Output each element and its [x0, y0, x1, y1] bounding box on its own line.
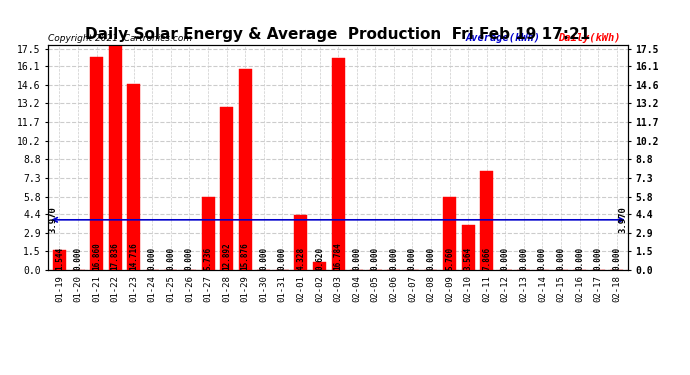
Text: 0.000: 0.000 — [166, 247, 175, 270]
Text: 3.970: 3.970 — [49, 206, 58, 233]
Text: 15.876: 15.876 — [241, 242, 250, 270]
Bar — [53, 251, 66, 270]
Text: 12.892: 12.892 — [222, 242, 231, 270]
Bar — [239, 69, 252, 270]
Bar — [462, 225, 475, 270]
Text: 1.544: 1.544 — [55, 247, 64, 270]
Text: 0.000: 0.000 — [278, 247, 287, 270]
Bar — [220, 107, 233, 270]
Bar — [109, 45, 121, 270]
Text: 0.620: 0.620 — [315, 247, 324, 270]
Text: 0.000: 0.000 — [520, 247, 529, 270]
Text: 0.000: 0.000 — [185, 247, 194, 270]
Text: Average(kWh): Average(kWh) — [466, 33, 540, 43]
Text: 0.000: 0.000 — [389, 247, 398, 270]
Text: 0.000: 0.000 — [371, 247, 380, 270]
Text: 3.970: 3.970 — [618, 206, 627, 233]
Text: 0.000: 0.000 — [352, 247, 361, 270]
Text: Copyright 2021  Cartronics.com: Copyright 2021 Cartronics.com — [48, 34, 193, 43]
Text: 0.000: 0.000 — [74, 247, 83, 270]
Text: 0.000: 0.000 — [259, 247, 268, 270]
Text: 0.000: 0.000 — [557, 247, 566, 270]
Text: 14.716: 14.716 — [129, 242, 138, 270]
Text: 0.000: 0.000 — [148, 247, 157, 270]
Bar — [90, 57, 103, 270]
Text: 0.000: 0.000 — [593, 247, 602, 270]
Text: 0.000: 0.000 — [612, 247, 621, 270]
Text: 5.736: 5.736 — [204, 247, 213, 270]
Text: 0.000: 0.000 — [575, 247, 584, 270]
Bar — [201, 198, 215, 270]
Text: Daily(kWh): Daily(kWh) — [558, 33, 621, 43]
Text: 0.000: 0.000 — [538, 247, 547, 270]
Bar — [295, 215, 308, 270]
Bar — [443, 197, 456, 270]
Text: 0.000: 0.000 — [426, 247, 435, 270]
Bar — [480, 171, 493, 270]
Text: 4.328: 4.328 — [297, 247, 306, 270]
Bar — [127, 84, 140, 270]
Text: 5.760: 5.760 — [445, 247, 454, 270]
Text: 17.836: 17.836 — [110, 242, 119, 270]
Bar — [313, 262, 326, 270]
Text: 0.000: 0.000 — [501, 247, 510, 270]
Text: 16.860: 16.860 — [92, 242, 101, 270]
Title: Daily Solar Energy & Average  Production  Fri Feb 19 17:21: Daily Solar Energy & Average Production … — [86, 27, 591, 42]
Text: 7.866: 7.866 — [482, 247, 491, 270]
Bar — [332, 58, 344, 270]
Text: 16.784: 16.784 — [333, 242, 343, 270]
Text: 3.564: 3.564 — [464, 247, 473, 270]
Text: 0.000: 0.000 — [408, 247, 417, 270]
